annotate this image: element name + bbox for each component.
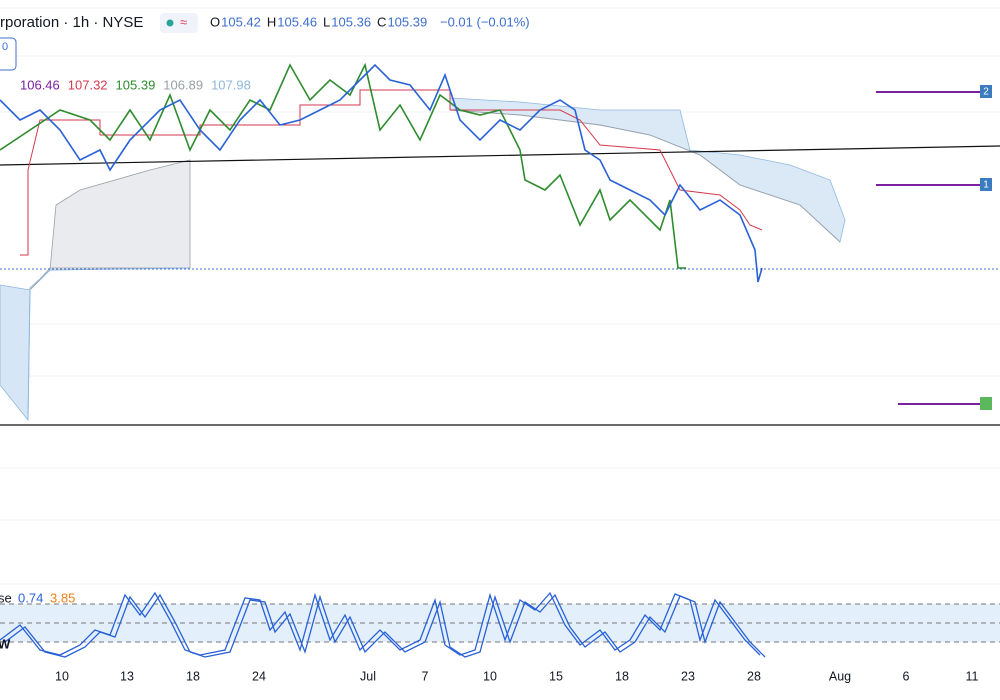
- marker-label: 1: [983, 180, 989, 191]
- ohlc-label: H: [267, 14, 276, 29]
- indicator-value: 106.46: [20, 77, 60, 92]
- lagging-span: [0, 62, 686, 269]
- x-tick-label: 13: [120, 669, 134, 683]
- x-tick-label: 7: [422, 669, 429, 683]
- alert-lines: [876, 91, 980, 405]
- x-tick-label: 23: [681, 669, 695, 683]
- symbol-title: rporation · 1h · NYSE: [0, 14, 143, 31]
- stoch-k: [0, 591, 761, 656]
- ohlc-label: O: [210, 14, 220, 29]
- x-tick-label: 18: [615, 669, 629, 683]
- stoch-label: se: [0, 590, 12, 605]
- marker-box[interactable]: [980, 85, 992, 98]
- x-tick-label: 10: [55, 669, 69, 683]
- price-series: [0, 63, 763, 283]
- ohlc-value: 105.39: [387, 14, 427, 29]
- ohlc: O 105.42 H 105.46 L 105.36 C 105.39: [210, 14, 427, 29]
- indicator-value: 107.98: [211, 77, 251, 92]
- badge[interactable]: [0, 37, 17, 71]
- x-tick-label: 11: [966, 669, 979, 683]
- grid: [0, 7, 1000, 585]
- status-icon: ≈: [180, 14, 187, 29]
- x-tick-label: Jul: [360, 669, 376, 683]
- x-tick-label: 15: [549, 669, 563, 683]
- ohlc-label: C: [377, 14, 386, 29]
- side-label: W: [0, 636, 11, 651]
- x-tick-label: 24: [252, 669, 266, 683]
- ohlc-value: 105.46: [277, 14, 317, 29]
- x-tick-label: 6: [903, 669, 910, 683]
- x-axis: 10 13 18 24 Jul 7 10 15 18 23 28 Aug 6 11: [55, 669, 978, 683]
- change: −0.01 (−0.01%): [440, 14, 530, 29]
- stoch-value: 3.85: [50, 590, 75, 605]
- cloud-gray: [29, 159, 191, 291]
- status-dot: [166, 19, 174, 27]
- cloud-blue-left: [0, 284, 31, 422]
- span-b: [27, 267, 191, 421]
- ohlc-value: 105.36: [331, 14, 371, 29]
- x-tick-label: 18: [186, 669, 200, 683]
- ohlc-label: L: [323, 14, 330, 29]
- x-tick-label: Aug: [829, 669, 851, 683]
- ohlc-value: 105.42: [221, 14, 261, 29]
- indicator-value: 106.89: [163, 77, 203, 92]
- badge-label: 0: [2, 41, 8, 53]
- check-box[interactable]: [980, 397, 992, 410]
- cloud-blue-right: [449, 97, 846, 243]
- x-tick-label: 28: [747, 669, 761, 683]
- indicator-values: 106.46 107.32 105.39 106.89 107.98: [20, 77, 251, 92]
- x-tick-label: 10: [483, 669, 497, 683]
- stoch-value: 0.74: [18, 590, 43, 605]
- base-line: [20, 89, 763, 256]
- indicator-value: 107.32: [68, 77, 108, 92]
- trend-line: [0, 145, 1000, 166]
- marker-label: 2: [983, 87, 989, 98]
- indicator-value: 105.39: [116, 77, 156, 92]
- marker-box[interactable]: [980, 178, 992, 191]
- status-badge[interactable]: [160, 13, 198, 33]
